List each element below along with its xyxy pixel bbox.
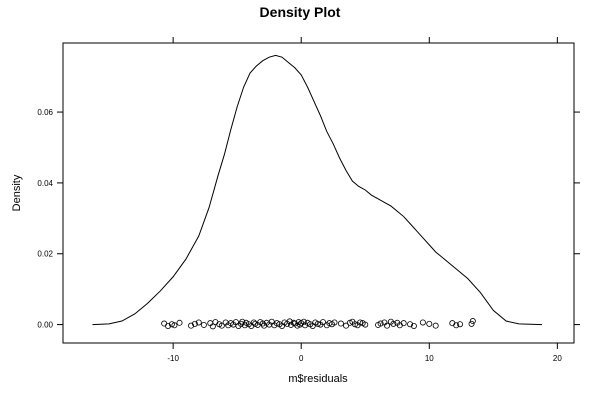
rug-point (453, 322, 460, 329)
rug-point (161, 320, 168, 327)
rug-point (319, 319, 326, 326)
rug-point (195, 319, 202, 326)
x-tick-label: 0 (299, 354, 304, 363)
rug-point (390, 320, 397, 327)
x-tick-label: 20 (553, 354, 562, 363)
plot-frame (62, 42, 575, 344)
rug-point (343, 322, 350, 329)
rug-point (410, 322, 417, 329)
rug-points (161, 318, 476, 330)
y-tick-label: 0.06 (37, 108, 53, 117)
y-axis-label: Density (11, 174, 23, 211)
rug-point (432, 322, 439, 329)
chart-title: Density Plot (260, 4, 341, 20)
rug-point (165, 322, 172, 329)
rug-point (200, 321, 207, 328)
rug-point (300, 318, 307, 325)
tick-labels: -10 0 10 20 0.00 0.02 0.04 0.06 (37, 108, 562, 363)
rug-point (250, 319, 257, 326)
x-tick-label: 10 (425, 354, 434, 363)
rug-point (407, 321, 414, 328)
rug-point (384, 322, 391, 329)
x-tick-label: -10 (167, 354, 179, 363)
rug-point (218, 322, 225, 329)
rug-point (419, 319, 426, 326)
rug-point (426, 320, 433, 327)
rug-point (176, 319, 183, 326)
rug-point (457, 321, 464, 328)
rug-point (469, 318, 476, 325)
y-tick-label: 0.04 (37, 179, 53, 188)
rug-point (171, 322, 178, 329)
y-tick-label: 0.02 (37, 250, 53, 259)
y-tick-label: 0.00 (37, 321, 53, 330)
rug-point (188, 322, 195, 329)
rug-point (286, 318, 293, 325)
x-axis-label: m$residuals (288, 373, 348, 385)
rug-point (331, 319, 338, 326)
axis-ticks (57, 37, 580, 349)
rug-point (362, 321, 369, 328)
rug-point (468, 320, 475, 327)
rug-point (400, 320, 407, 327)
rug-point (191, 320, 198, 327)
rug-point (314, 320, 321, 327)
rug-point (337, 320, 344, 327)
density-curve (92, 54, 542, 326)
rug-point (377, 320, 384, 327)
rug-point (209, 323, 216, 330)
rug-point (357, 319, 364, 326)
